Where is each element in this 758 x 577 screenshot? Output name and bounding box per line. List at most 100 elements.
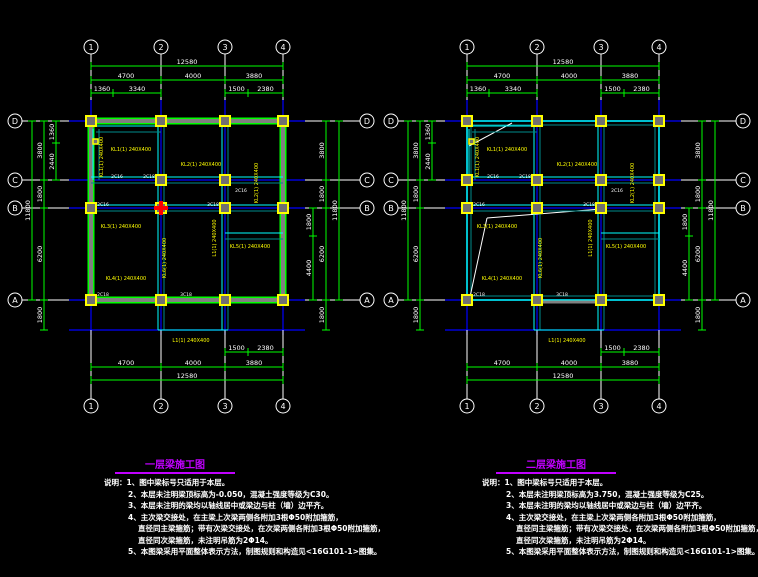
dimension-text: 1800 (694, 186, 702, 203)
axis-bubble (83, 398, 99, 414)
note-line: 4、主次梁交接处，在主梁上次梁两侧各附加3根Φ50附加箍筋， (128, 512, 343, 522)
axis-label: 4 (280, 43, 285, 52)
dimension-text: 4700 (494, 72, 511, 80)
axis-bubble (7, 292, 23, 308)
dimension-text: 1800 (36, 186, 44, 203)
beam-label: KL1(1) 240X400 (99, 137, 105, 177)
reinforcement-label: 2C16 (97, 202, 109, 208)
dimension-text: 3340 (129, 85, 146, 93)
axis-bubble (383, 172, 399, 188)
axis-label: A (388, 296, 394, 305)
axis-bubble (359, 292, 375, 308)
axis-label: D (12, 117, 18, 126)
column (85, 115, 97, 127)
reinforcement-label: 3C18 (556, 292, 568, 298)
dimension-text: 6200 (318, 246, 326, 263)
note-line: 3、本层未注明的梁均以轴线居中或梁边与柱（墙）边平齐。 (506, 501, 707, 510)
dimension-text: 3800 (36, 142, 44, 159)
reinforcement-label: 2C16 (473, 202, 485, 208)
dimension-text: 11800 (331, 200, 339, 221)
dimension-text: 2380 (257, 344, 274, 352)
axis-bubble (529, 39, 545, 55)
dimension-text: 4000 (561, 359, 578, 367)
beam-label: KL1(1) 240X400 (111, 147, 151, 153)
column (85, 202, 97, 214)
axis-label: 1 (88, 402, 93, 411)
axis-bubble (7, 113, 23, 129)
column (653, 294, 665, 306)
axis-bubble (275, 39, 291, 55)
dimension-text: 4700 (118, 359, 135, 367)
dimension-text: 1800 (36, 307, 44, 324)
dimension-text: 3880 (622, 72, 639, 80)
dimension-text: 12580 (177, 372, 198, 380)
column (461, 115, 473, 127)
axis-bubble (153, 398, 169, 414)
dimension-text: 1800 (681, 214, 689, 231)
axis-label: 1 (88, 43, 93, 52)
dimension-text: 3880 (622, 359, 639, 367)
dimension-text: 11800 (707, 200, 715, 221)
leader-line (486, 208, 602, 219)
beam-label: L1(1) 240X400 (172, 338, 209, 344)
axis-label: 2 (534, 43, 539, 52)
axis-label: D (388, 117, 394, 126)
axis-bubble (275, 398, 291, 414)
beam-label: KL5(1) 240X400 (606, 244, 646, 250)
reinforcement-label: 2C16 (611, 188, 623, 194)
axis-bubble (359, 172, 375, 188)
dimension-text: 6200 (412, 246, 420, 263)
column (461, 202, 473, 214)
note-line: 5、本图梁采用平面整体表示方法，制图规则和构造见<16G101-1>图集。 (128, 547, 382, 556)
axis-bubble (735, 113, 751, 129)
axis-bubble (359, 200, 375, 216)
beam-label: KL4(1) 240X400 (482, 276, 522, 282)
column (595, 202, 607, 214)
dimension-text: 3800 (318, 142, 326, 159)
column (468, 138, 475, 145)
axis-bubble (383, 200, 399, 216)
dimension-text: 3340 (505, 85, 522, 93)
column (531, 174, 543, 186)
reinforcement-label: 2C18 (519, 174, 531, 180)
beam-label: KL2(1) 240X400 (630, 163, 636, 203)
column (219, 294, 231, 306)
reinforcement-label: 2C16 (111, 174, 123, 180)
dimension-text: 4700 (494, 359, 511, 367)
axis-bubble (153, 39, 169, 55)
axis-label: 3 (222, 402, 227, 411)
column (653, 115, 665, 127)
dimension-text: 3880 (246, 72, 263, 80)
beam-label: L1(1) 240X400 (548, 338, 585, 344)
dimension-text: 1360 (424, 124, 432, 141)
notes-floor1: 说明：1、图中梁标号只适用于本层。 2、本层未注明梁顶标高为-0.050，混凝土… (104, 477, 385, 558)
dimension-text: 1500 (228, 344, 245, 352)
axis-bubble (735, 200, 751, 216)
dimension-text: 4700 (118, 72, 135, 80)
axis-label: 4 (656, 43, 661, 52)
beam-label: KL2(1) 240X400 (181, 162, 221, 168)
reinforcement-label: 2C16 (487, 174, 499, 180)
dimension-text: 2440 (48, 153, 56, 170)
dimension-text: 6200 (694, 246, 702, 263)
dimension-text: 4400 (305, 260, 313, 277)
reinforcement-label: 2C18 (97, 292, 109, 298)
dimension-text: 1800 (412, 307, 420, 324)
column (461, 174, 473, 186)
reinforcement-label: 3C18 (180, 292, 192, 298)
dimension-text: 4000 (561, 72, 578, 80)
dimension-text: 2380 (633, 85, 650, 93)
axis-bubble (651, 398, 667, 414)
dimension-text: 2380 (257, 85, 274, 93)
axis-label: 2 (158, 402, 163, 411)
axis-label: 2 (534, 402, 539, 411)
axis-bubble (83, 39, 99, 55)
note-line: 2、本层未注明梁顶标高为3.750，混凝土强度等级为C25。 (506, 489, 709, 499)
axis-bubble (651, 39, 667, 55)
column (155, 174, 167, 186)
column (653, 202, 665, 214)
column (531, 294, 543, 306)
column (595, 174, 607, 186)
dimension-text: 3800 (694, 142, 702, 159)
